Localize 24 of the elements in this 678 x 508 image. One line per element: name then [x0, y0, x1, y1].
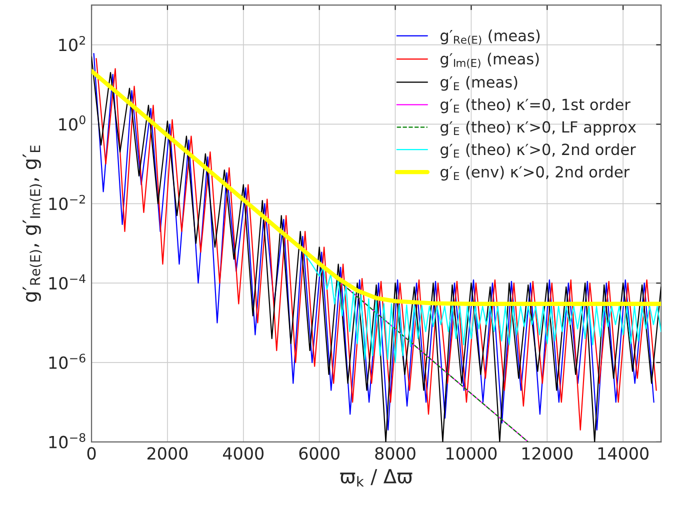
- x-tick-label: 6000: [299, 447, 340, 460]
- legend-label: g′$_{E}$ (env) κ′>0, 2nd order: [440, 166, 630, 181]
- legend-label: g′$_{E}$ (theo) κ′>0, 2nd order: [440, 143, 636, 158]
- y-tick-label: 10$^{−6}$: [49, 354, 86, 369]
- legend-label: g′$_{Im(E)}$ (meas): [440, 52, 539, 68]
- x-tick-label: 8000: [375, 447, 416, 460]
- x-tick-label: 2000: [147, 447, 188, 460]
- y-axis-title: g′$_{Re(E)}$, g′$_{Im(E)}$, g′$_{E}$: [22, 146, 42, 302]
- legend-label: g′$_{E}$ (meas): [440, 76, 518, 91]
- x-tick-label: 4000: [223, 447, 264, 460]
- y-tick-label: 10$^{0}$: [59, 115, 86, 131]
- legend-label: g′$_{E}$ (theo) κ′>0, LF approx: [440, 120, 636, 136]
- x-tick-label: 14000: [598, 447, 648, 460]
- legend-label: g′$_{Re(E)}$ (meas): [440, 30, 540, 46]
- y-tick-label: 10$^{−4}$: [49, 274, 86, 290]
- x-tick-label: 10000: [446, 447, 497, 460]
- x-axis-title: ϖ$_{k}$ / Δϖ: [340, 469, 412, 486]
- y-tick-label: 10$^{−2}$: [49, 194, 85, 210]
- y-tick-label: 10$^{−8}$: [49, 433, 86, 448]
- x-tick-label: 0: [87, 447, 96, 460]
- y-tick-label: 10$^{2}$: [59, 36, 85, 52]
- legend-label: g′$_{E}$ (theo) κ′=0, 1st order: [440, 98, 630, 114]
- line-series: [92, 68, 662, 306]
- x-tick-label: 12000: [522, 447, 573, 460]
